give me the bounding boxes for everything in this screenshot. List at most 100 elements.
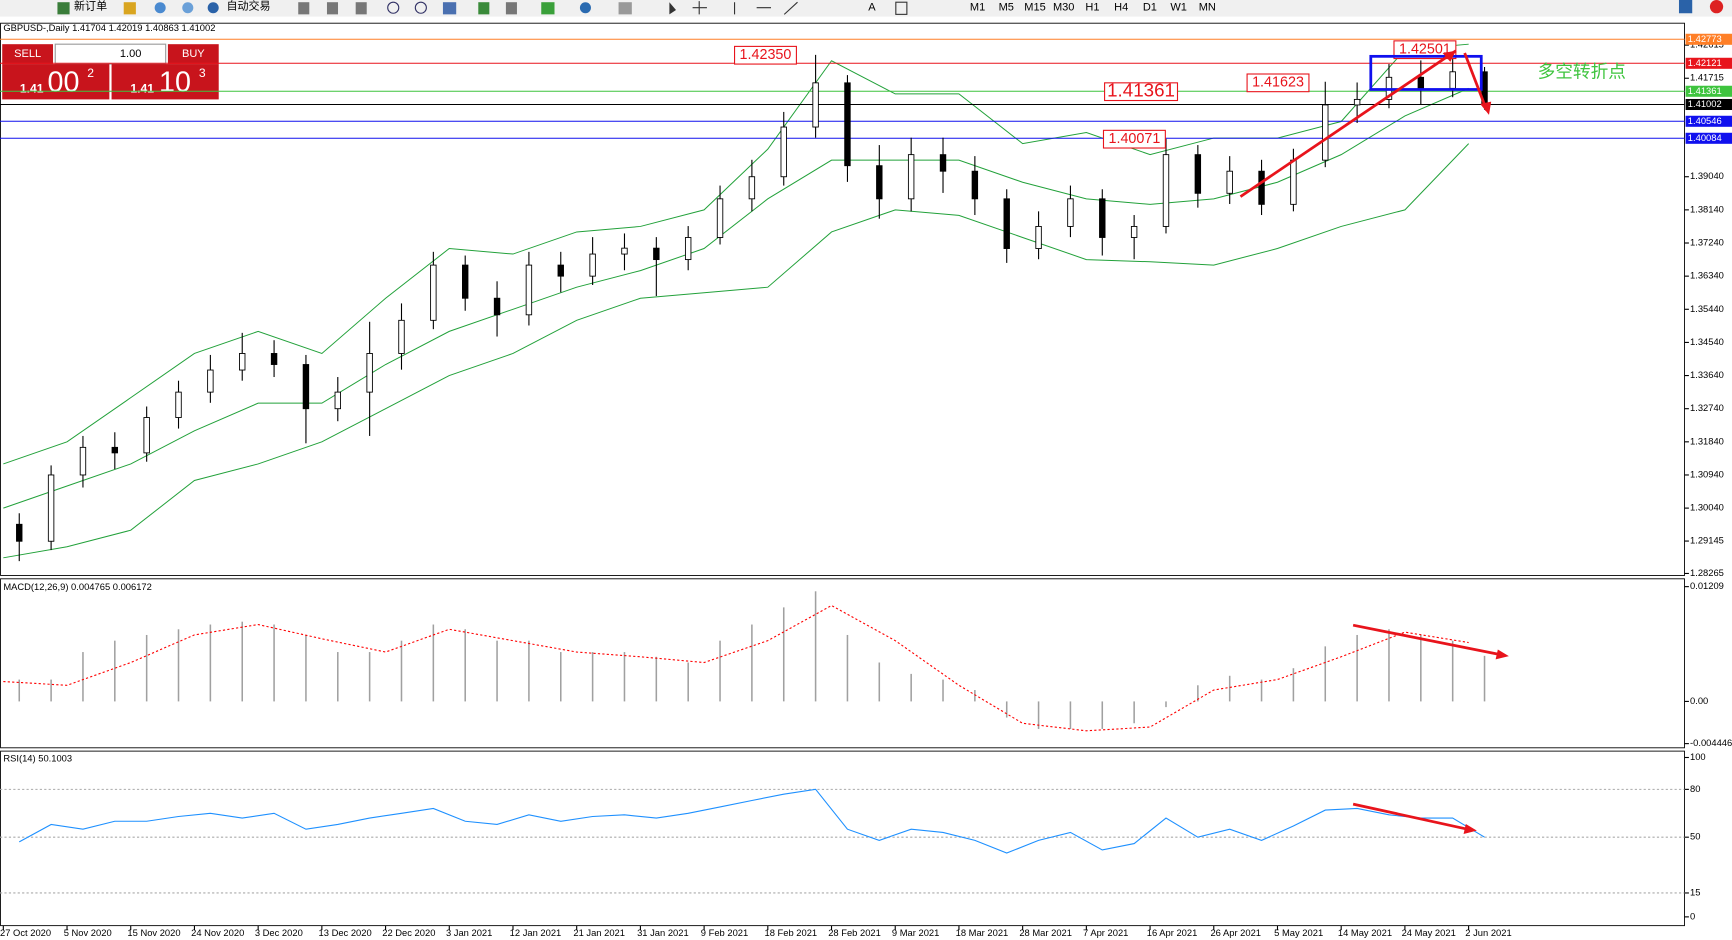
cursor-icon[interactable] xyxy=(669,2,677,15)
candle-body xyxy=(430,264,437,321)
x-tick-label: 5 May 2021 xyxy=(1274,928,1323,938)
timeframe-button[interactable]: H1 xyxy=(1085,2,1099,14)
toolbar-icon[interactable] xyxy=(154,2,166,14)
label-tool[interactable] xyxy=(895,1,908,15)
candle-body xyxy=(525,264,533,316)
y-tick-label: 15 xyxy=(1690,887,1700,897)
toolbar-icon[interactable] xyxy=(123,2,136,15)
x-tick-label: 9 Feb 2021 xyxy=(701,928,748,938)
price-level-label: 1.41002 xyxy=(1688,99,1722,109)
ask-point: 3 xyxy=(199,66,206,80)
text-tool[interactable]: A xyxy=(868,2,876,14)
x-tick-label: 3 Dec 2020 xyxy=(255,928,303,938)
sell-label: SELL xyxy=(14,48,41,60)
x-tick-label: 24 Nov 2020 xyxy=(191,928,244,938)
search-icon[interactable] xyxy=(1678,0,1693,14)
bollinger-lower xyxy=(3,143,1470,559)
macd-divergence-arrow xyxy=(1352,623,1503,657)
timeframe-button[interactable]: MN xyxy=(1199,2,1216,14)
price-annotation: 1.42350 xyxy=(740,47,792,63)
zoom-in-icon[interactable] xyxy=(387,1,400,14)
bid-big: 1.41 xyxy=(20,82,44,96)
toolbar-icon[interactable] xyxy=(355,2,367,15)
new-order-icon[interactable] xyxy=(57,2,70,15)
analysis-drawings xyxy=(1239,49,1509,834)
timeframe-button[interactable]: D1 xyxy=(1143,2,1157,14)
price-annotation-box xyxy=(1102,129,1166,149)
y-tick-label: 1.41715 xyxy=(1690,73,1724,83)
candle-body xyxy=(111,446,119,454)
candle-body xyxy=(1353,98,1361,106)
toolbar-icon[interactable] xyxy=(298,2,310,15)
auto-trading-icon[interactable] xyxy=(207,2,219,14)
candle-body xyxy=(47,474,55,542)
bid-point: 2 xyxy=(87,66,94,80)
candle-body xyxy=(1067,198,1074,227)
candle-body xyxy=(876,165,883,200)
toolbar-icon[interactable] xyxy=(618,2,632,15)
x-tick-label: 22 Dec 2020 xyxy=(382,928,435,938)
timeframe-button[interactable]: M5 xyxy=(999,2,1014,14)
candle-body xyxy=(844,82,851,167)
y-tick-label: 0 xyxy=(1690,911,1695,921)
lot-input[interactable] xyxy=(54,43,167,65)
arrow-head xyxy=(1480,101,1492,115)
lot-value: 1.00 xyxy=(120,48,141,60)
price-annotation: 多空转折点 xyxy=(1538,62,1626,82)
y-tick-label: 0.01209 xyxy=(1690,581,1724,591)
y-tick-label: 1.39040 xyxy=(1690,171,1724,181)
candle-body xyxy=(1290,159,1297,205)
price-level-tag xyxy=(1685,85,1732,97)
crosshair-icon[interactable] xyxy=(692,1,707,15)
y-tick-label: 1.35440 xyxy=(1690,304,1724,314)
timeframe-button[interactable]: H4 xyxy=(1114,2,1128,14)
toolbar-icon[interactable] xyxy=(478,2,490,15)
toolbar-icon[interactable] xyxy=(505,2,517,15)
candle-body xyxy=(589,253,596,277)
x-tick-label: 28 Feb 2021 xyxy=(828,928,881,938)
toolbar-icon[interactable] xyxy=(541,2,555,15)
candle-body xyxy=(716,198,724,238)
drawing-tools[interactable] xyxy=(734,1,798,15)
y-tick-label: 0.00 xyxy=(1690,696,1708,706)
toolbar-icon[interactable] xyxy=(442,2,457,15)
price-level-tag xyxy=(1685,57,1732,69)
candle-body xyxy=(334,391,341,410)
candle-body xyxy=(939,154,947,172)
bid-price-box[interactable] xyxy=(2,64,110,100)
price-annotation: 1.41361 xyxy=(1107,80,1175,101)
buy-button[interactable] xyxy=(167,44,219,65)
x-tick-label: 15 Nov 2020 xyxy=(127,928,180,938)
y-tick-label: 100 xyxy=(1690,752,1706,762)
y-tick-label: 1.30940 xyxy=(1690,469,1724,479)
x-tick-label: 9 Mar 2021 xyxy=(892,928,939,938)
y-tick-label: 1.33640 xyxy=(1690,370,1724,380)
panel-title: GBPUSD-,Daily 1.41704 1.42019 1.40863 1.… xyxy=(3,23,215,33)
x-tick-label: 3 Jan 2021 xyxy=(446,928,492,938)
candle-body xyxy=(143,417,150,454)
y-tick-label: 1.28265 xyxy=(1690,568,1724,578)
new-order-button[interactable]: 新订单 xyxy=(74,0,107,13)
x-tick-label: 16 Apr 2021 xyxy=(1147,928,1198,938)
ask-price-box[interactable] xyxy=(111,64,219,100)
candle-body xyxy=(1003,198,1010,249)
timeframe-button[interactable]: M15 xyxy=(1024,2,1045,14)
price-annotation-box xyxy=(734,45,797,65)
buy-label: BUY xyxy=(182,48,205,60)
timeframe-button[interactable]: M1 xyxy=(970,2,985,14)
notification-badge[interactable] xyxy=(1709,0,1724,14)
candle-body xyxy=(1417,76,1425,89)
rsi-line xyxy=(18,788,1485,854)
auto-trading-button[interactable]: 自动交易 xyxy=(226,0,270,13)
toolbar: 新订单 自动交易 A xyxy=(0,0,1732,17)
candle-body xyxy=(239,353,246,371)
timeframe-button[interactable]: W1 xyxy=(1170,2,1187,14)
toolbar-icon[interactable] xyxy=(182,2,194,14)
zoom-out-icon[interactable] xyxy=(414,1,427,14)
timeframe-button[interactable]: M30 xyxy=(1053,2,1074,14)
sell-button[interactable] xyxy=(2,44,54,65)
rsi-panel-frame xyxy=(0,750,1685,927)
toolbar-icon[interactable] xyxy=(579,2,591,14)
toolbar-icon[interactable] xyxy=(326,2,339,15)
